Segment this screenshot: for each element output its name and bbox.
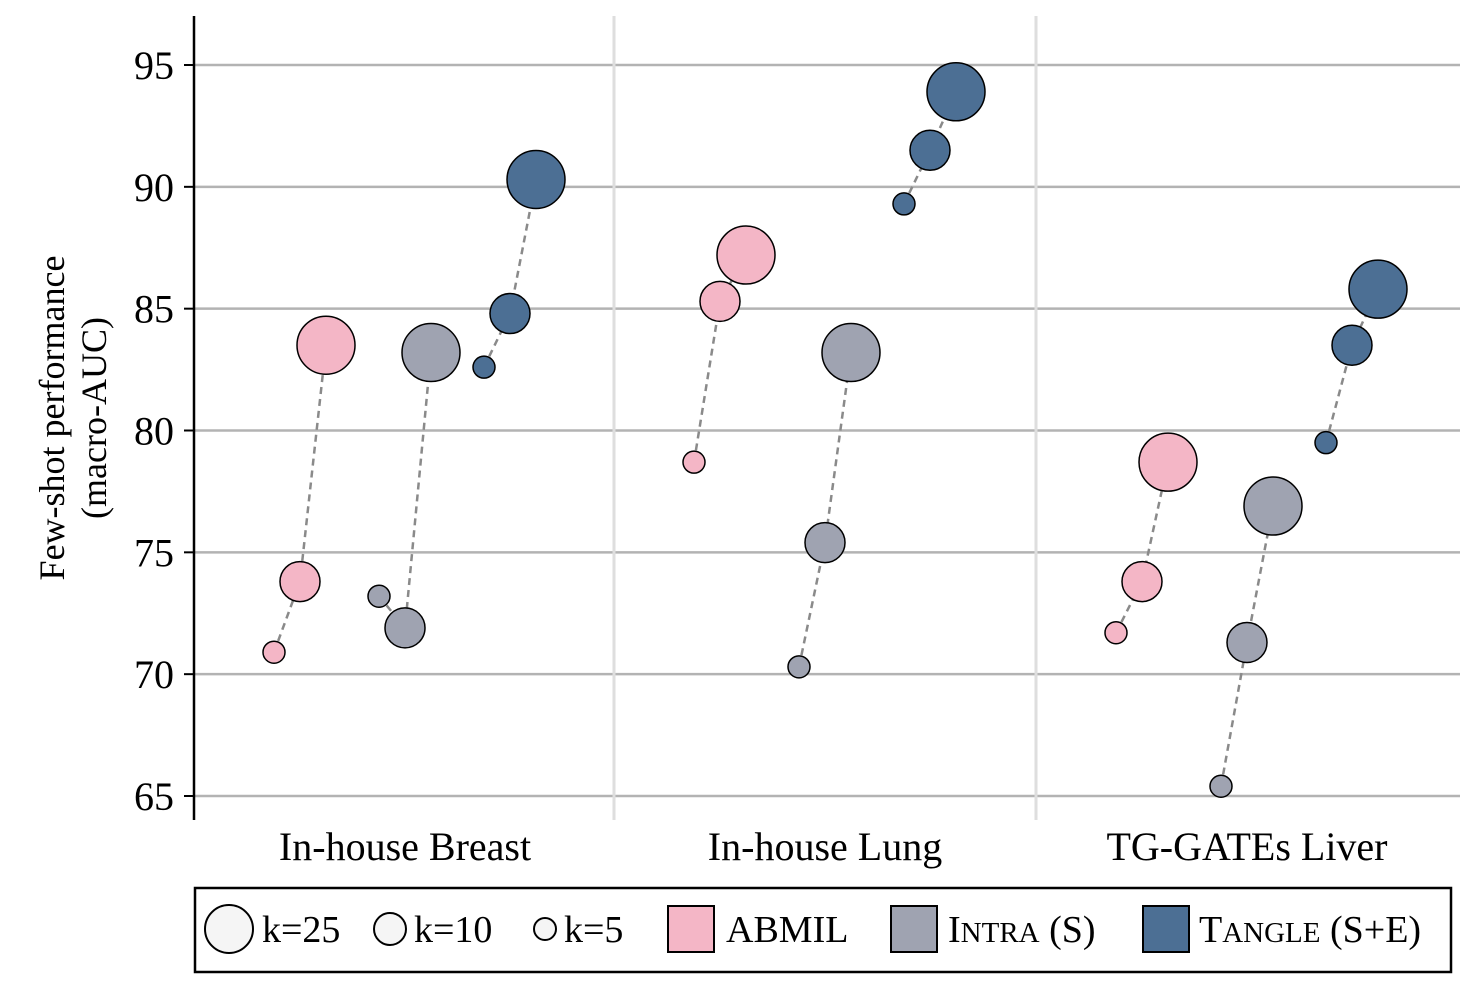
y-tick-label: 75 — [134, 530, 174, 575]
data-point — [1314, 430, 1338, 455]
series-connector — [272, 345, 328, 653]
group-label: TG-GATEs Liver — [1106, 824, 1387, 869]
data-point — [926, 62, 986, 122]
legend-size-marker — [204, 904, 254, 954]
data-point — [1209, 774, 1233, 799]
legend-size-marker — [373, 912, 407, 946]
data-point — [279, 560, 321, 603]
y-tick-label: 70 — [134, 652, 174, 697]
data-point — [262, 640, 286, 664]
data-point — [699, 280, 741, 323]
series-connector — [482, 179, 538, 368]
grid-layer — [194, 16, 1460, 820]
group-label: In-house Lung — [708, 824, 942, 869]
data-point — [892, 192, 916, 216]
data-point — [384, 607, 426, 649]
data-point — [1104, 620, 1128, 645]
data-point — [489, 292, 531, 335]
data-point — [401, 322, 461, 383]
data-point — [472, 355, 496, 379]
y-axis-title: Few-shot performance — [32, 256, 72, 581]
data-point — [1226, 621, 1268, 664]
data-point — [1331, 324, 1373, 366]
data-point — [1138, 432, 1198, 492]
data-point — [367, 584, 391, 608]
legend-method-label: ABMIL — [726, 909, 848, 951]
series-layer — [262, 62, 1408, 799]
legend-method-label: INTRA (S) — [948, 909, 1096, 951]
series-connector — [1114, 461, 1170, 634]
data-point — [506, 149, 566, 210]
data-point — [716, 225, 776, 285]
legend-size-label: k=25 — [262, 909, 340, 951]
legend-swatch — [1142, 905, 1190, 953]
legend-method-label: TANGLE (S+E) — [1199, 909, 1421, 951]
data-point — [821, 322, 881, 383]
legend-swatch — [667, 905, 715, 953]
data-point — [296, 315, 356, 375]
data-point — [909, 129, 951, 172]
legend: k=25 k=10 k=5 ABMIL INTRA (S) TANGLE (S+E) — [193, 886, 1453, 974]
y-tick-label: 80 — [134, 409, 174, 454]
data-point — [1243, 476, 1303, 536]
y-tick-label: 85 — [134, 287, 174, 332]
y-tick-label: 95 — [134, 43, 174, 88]
data-point — [787, 655, 811, 679]
data-point — [804, 521, 846, 564]
series-connector — [797, 352, 853, 668]
y-tick-label: 65 — [134, 774, 174, 819]
data-point — [1121, 560, 1163, 603]
legend-size-label: k=10 — [414, 909, 492, 951]
axis-layer: 65 70 75 80 85 90 95 In-house Breast In-house Lu… — [32, 16, 1388, 869]
series-connector — [378, 352, 433, 632]
legend-size-label: k=5 — [564, 909, 623, 951]
legend-swatch — [890, 905, 938, 953]
group-label: In-house Breast — [279, 824, 531, 869]
y-tick-label: 90 — [134, 165, 174, 210]
y-axis-title: (macro-AUC) — [74, 317, 114, 519]
data-point — [682, 450, 706, 474]
legend-size-marker — [533, 917, 557, 941]
data-point — [1348, 259, 1408, 319]
